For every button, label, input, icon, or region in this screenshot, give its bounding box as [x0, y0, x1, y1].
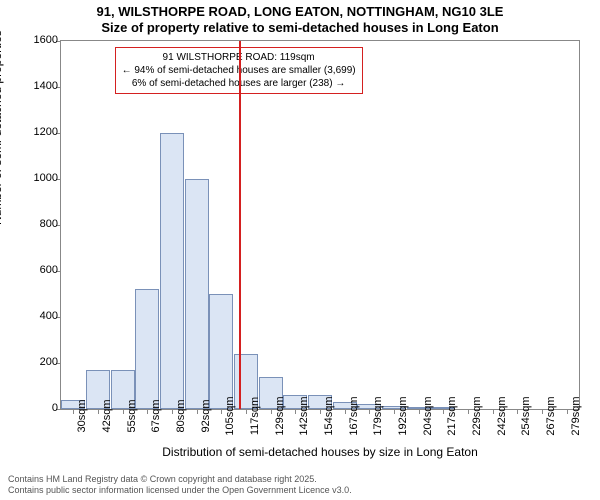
x-tick-mark: [542, 409, 543, 414]
x-tick-label: 142sqm: [298, 396, 310, 435]
x-tick-label: 42sqm: [101, 399, 113, 432]
y-tick-label: 1200: [8, 126, 58, 138]
x-tick-label: 67sqm: [150, 399, 162, 432]
x-tick-mark: [295, 409, 296, 414]
x-tick-mark: [567, 409, 568, 414]
y-tick-label: 0: [8, 402, 58, 414]
histogram-bar: [209, 294, 233, 409]
x-tick-label: 217sqm: [446, 396, 458, 435]
histogram-bar: [135, 289, 159, 409]
x-tick-label: 229sqm: [471, 396, 483, 435]
x-tick-label: 254sqm: [520, 396, 532, 435]
x-tick-label: 179sqm: [372, 396, 384, 435]
x-tick-label: 154sqm: [323, 396, 335, 435]
x-tick-label: 55sqm: [126, 399, 138, 432]
y-axis-label: Number of semi-detached properties: [0, 30, 4, 225]
x-tick-mark: [493, 409, 494, 414]
x-tick-label: 267sqm: [545, 396, 557, 435]
y-tick-label: 800: [8, 218, 58, 230]
x-tick-label: 279sqm: [570, 396, 582, 435]
x-tick-label: 242sqm: [496, 396, 508, 435]
x-tick-mark: [172, 409, 173, 414]
x-tick-label: 80sqm: [175, 399, 187, 432]
x-tick-mark: [221, 409, 222, 414]
x-tick-label: 167sqm: [348, 396, 360, 435]
x-tick-label: 192sqm: [397, 396, 409, 435]
x-tick-mark: [271, 409, 272, 414]
x-tick-mark: [147, 409, 148, 414]
y-tick-label: 600: [8, 264, 58, 276]
x-tick-mark: [246, 409, 247, 414]
x-tick-label: 204sqm: [422, 396, 434, 435]
x-tick-mark: [320, 409, 321, 414]
x-tick-label: 30sqm: [76, 399, 88, 432]
x-tick-label: 105sqm: [224, 396, 236, 435]
x-tick-label: 117sqm: [249, 397, 261, 435]
title-subtitle: Size of property relative to semi-detach…: [0, 20, 600, 35]
x-tick-label: 92sqm: [200, 399, 212, 432]
y-tick-label: 200: [8, 356, 58, 368]
x-tick-mark: [419, 409, 420, 414]
x-tick-mark: [468, 409, 469, 414]
title-address: 91, WILSTHORPE ROAD, LONG EATON, NOTTING…: [0, 4, 600, 19]
y-tick-label: 1000: [8, 172, 58, 184]
x-tick-mark: [98, 409, 99, 414]
histogram-bar: [185, 179, 209, 409]
x-tick-mark: [123, 409, 124, 414]
x-axis-label: Distribution of semi-detached houses by …: [60, 445, 580, 459]
y-tick-label: 1400: [8, 80, 58, 92]
footer-line2: Contains public sector information licen…: [8, 485, 352, 496]
x-tick-mark: [197, 409, 198, 414]
histogram-bar: [160, 133, 184, 409]
footer-attribution: Contains HM Land Registry data © Crown c…: [8, 474, 352, 496]
x-tick-mark: [394, 409, 395, 414]
x-tick-mark: [443, 409, 444, 414]
footer-line1: Contains HM Land Registry data © Crown c…: [8, 474, 352, 485]
chart-container: 91, WILSTHORPE ROAD, LONG EATON, NOTTING…: [0, 0, 600, 500]
x-tick-mark: [73, 409, 74, 414]
y-tick-label: 400: [8, 310, 58, 322]
x-tick-mark: [517, 409, 518, 414]
property-marker-line: [239, 41, 241, 409]
x-tick-label: 129sqm: [274, 396, 286, 435]
plot-area: 91 WILSTHORPE ROAD: 119sqm ← 94% of semi…: [60, 40, 580, 410]
x-tick-mark: [369, 409, 370, 414]
x-tick-mark: [345, 409, 346, 414]
y-tick-label: 1600: [8, 34, 58, 46]
